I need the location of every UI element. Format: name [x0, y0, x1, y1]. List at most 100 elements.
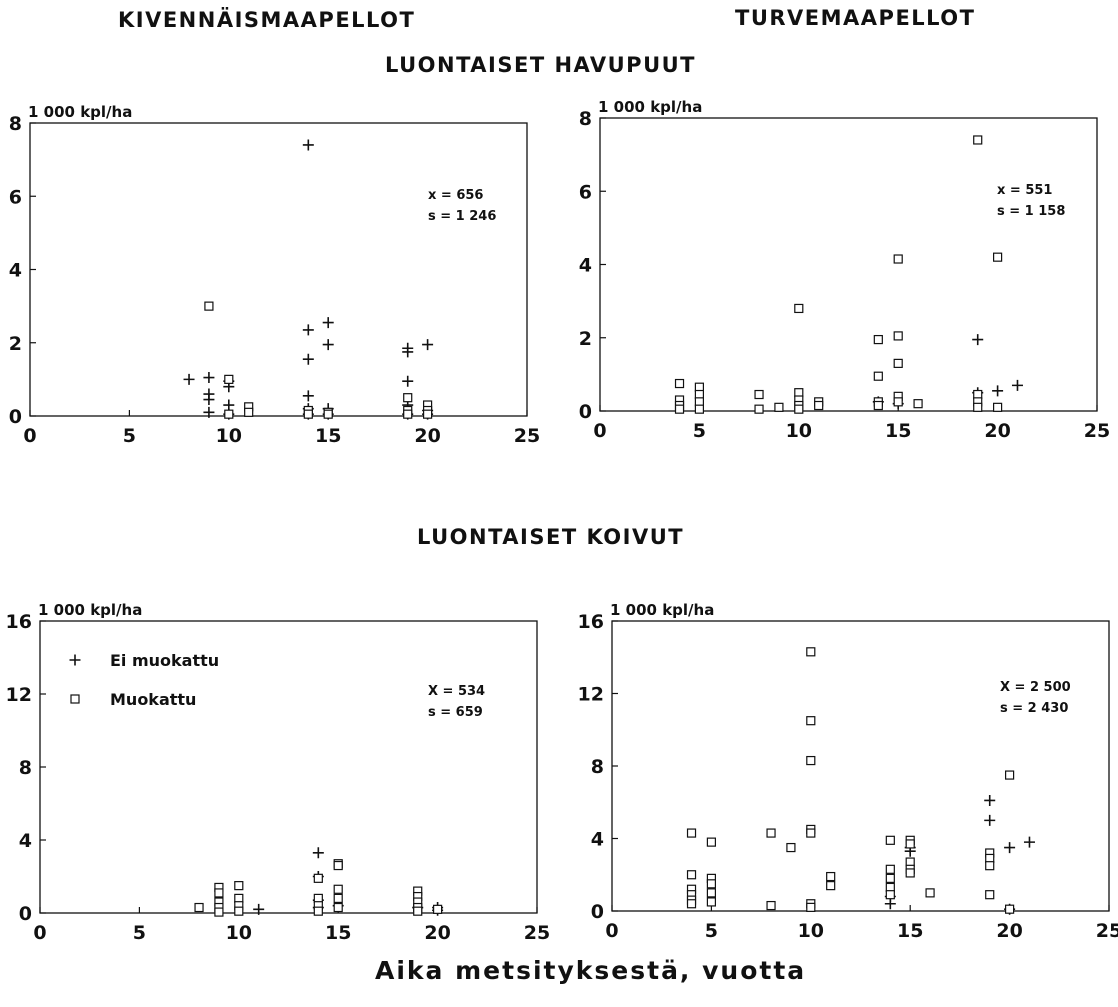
data-point-ei-muokattu	[1004, 842, 1016, 854]
x-tick-label: 0	[605, 920, 618, 942]
x-tick-label: 15	[315, 425, 341, 447]
scatter-plot-peat-conifers: 1 000 kpl/ha 0 2 4 6 8 0 5 10 15 20 25 x = 551 s = 1 …	[579, 98, 1110, 442]
x-tick-label: 20	[984, 420, 1010, 442]
y-tick-label: 2	[579, 328, 592, 350]
data-point-muokattu	[885, 835, 895, 845]
data-point-muokattu	[973, 402, 983, 412]
data-point-muokattu	[423, 409, 433, 419]
data-point-ei-muokattu	[422, 339, 434, 351]
data-point-muokattu	[826, 871, 836, 882]
data-point-ei-muokattu	[203, 372, 215, 384]
data-point-muokattu	[893, 331, 903, 341]
data-point-muokattu	[806, 902, 816, 912]
plot-frame	[611, 620, 1110, 912]
data-point-muokattu	[826, 881, 836, 891]
data-point-muokattu	[885, 864, 895, 874]
y-tick-label: 0	[19, 903, 32, 925]
plot-frame	[599, 117, 1098, 412]
column-heading-mineral-soil: KIVENNÄISMAAPELLOT	[118, 8, 416, 32]
data-point-muokattu	[333, 860, 343, 871]
data-point-ei-muokattu	[183, 373, 195, 385]
y-tick-label: 8	[19, 757, 32, 779]
y-tick-label: 0	[591, 901, 604, 923]
x-tick-label: 20	[424, 922, 450, 944]
data-point-muokattu	[973, 135, 983, 145]
x-tick-label: 5	[123, 425, 136, 447]
x-tick-label: 0	[593, 420, 606, 442]
y-tick-label: 6	[9, 186, 22, 208]
x-tick-label: 10	[216, 425, 242, 447]
y-tick-label: 6	[579, 181, 592, 203]
y-tick-label: 4	[579, 255, 592, 277]
scatter-plot-mineral-conifers: 1 000 kpl/ha 0 2 4 6 8 0 5 10 15 20 25 x = 656 s = 1 …	[9, 103, 540, 447]
stats-annotation: x = 656	[428, 188, 483, 203]
data-point-muokattu	[204, 301, 214, 311]
y-tick-label: 0	[9, 406, 22, 428]
data-point-muokattu	[873, 371, 883, 381]
y-tick-label: 16	[6, 611, 32, 633]
data-point-muokattu	[686, 828, 697, 838]
data-point-muokattu	[214, 907, 224, 917]
scatter-plot-mineral-birches: 1 000 kpl/ha 0 4 8 12 16 0 5 10 15 20 25 X = 534 s = …	[6, 601, 551, 944]
scatter-plot-peat-birches: 1 000 kpl/ha 0 4 8 12 16 0 5 10 15 20 25 X = 2 500 s …	[578, 601, 1118, 942]
data-point-ei-muokattu	[253, 903, 265, 915]
data-point-muokattu	[814, 400, 824, 411]
legend-label-ei-muokattu: Ei muokattu	[110, 651, 219, 670]
data-point-muokattu	[686, 870, 697, 880]
x-tick-label: 10	[226, 922, 252, 944]
legend-plus-marker	[69, 654, 81, 666]
data-point-muokattu	[786, 842, 796, 853]
plot-frame	[29, 122, 528, 417]
y-axis-label: 1 000 kpl/ha	[598, 98, 702, 116]
data-point-muokattu	[234, 881, 244, 891]
data-point-ei-muokattu	[884, 898, 896, 910]
data-point-muokattu	[674, 404, 685, 414]
data-point-muokattu	[706, 888, 716, 898]
data-point-ei-muokattu	[312, 847, 324, 859]
data-point-muokattu	[993, 252, 1003, 262]
x-tick-label: 5	[693, 420, 706, 442]
data-point-ei-muokattu	[302, 324, 314, 336]
y-axis-label: 1 000 kpl/ha	[610, 601, 714, 619]
data-point-muokattu	[224, 374, 234, 384]
data-point-ei-muokattu	[302, 353, 314, 365]
y-tick-label: 2	[9, 333, 22, 355]
data-point-muokattu	[754, 404, 764, 414]
data-point-muokattu	[985, 890, 995, 900]
data-point-muokattu	[806, 755, 816, 766]
data-point-muokattu	[794, 404, 804, 414]
data-point-muokattu	[403, 409, 413, 419]
y-tick-label: 8	[579, 108, 592, 130]
data-point-muokattu	[433, 904, 443, 914]
y-axis-label: 1 000 kpl/ha	[28, 103, 132, 121]
data-point-ei-muokattu	[1023, 836, 1035, 848]
data-point-muokattu	[706, 837, 716, 847]
data-point-ei-muokattu	[984, 794, 996, 806]
y-tick-label: 4	[591, 829, 604, 851]
data-point-ei-muokattu	[302, 390, 314, 402]
data-point-ei-muokattu	[322, 339, 334, 351]
data-point-muokattu	[313, 906, 323, 916]
data-point-muokattu	[873, 400, 883, 411]
x-tick-label: 25	[1084, 420, 1110, 442]
data-point-ei-muokattu	[203, 394, 215, 406]
data-point-muokattu	[993, 402, 1003, 412]
data-point-muokattu	[1005, 904, 1015, 914]
data-point-muokattu	[694, 404, 704, 414]
data-point-muokattu	[905, 839, 915, 849]
x-tick-label: 5	[133, 922, 146, 944]
data-point-ei-muokattu	[402, 375, 414, 387]
y-tick-label: 8	[591, 756, 604, 778]
x-axis-caption: Aika metsityksestä, vuotta	[375, 956, 807, 985]
row-heading-birches: LUONTAISET KOIVUT	[417, 525, 685, 549]
data-point-muokattu	[893, 397, 903, 407]
x-tick-label: 20	[996, 920, 1022, 942]
data-point-muokattu	[706, 897, 716, 907]
data-point-muokattu	[985, 861, 995, 871]
legend-square-marker	[70, 694, 80, 704]
x-tick-label: 15	[885, 420, 911, 442]
data-point-muokattu	[766, 900, 776, 911]
data-point-muokattu	[234, 906, 244, 916]
data-point-muokattu	[403, 393, 413, 403]
y-tick-label: 4	[19, 830, 32, 852]
